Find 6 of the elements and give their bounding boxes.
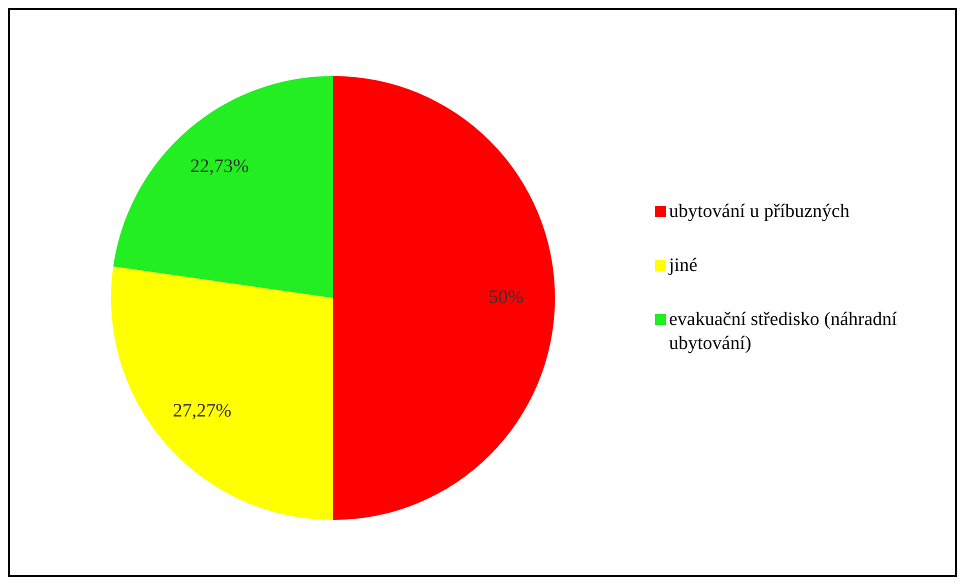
data-label: 27,27%: [172, 400, 232, 422]
data-label: 50%: [488, 286, 524, 308]
legend-label: ubytování u příbuzných: [669, 200, 850, 224]
data-label: 22,73%: [190, 156, 250, 178]
legend-label: jiné: [669, 254, 698, 278]
legend-label: evakuační středisko (náhradní ubytování): [669, 308, 898, 356]
